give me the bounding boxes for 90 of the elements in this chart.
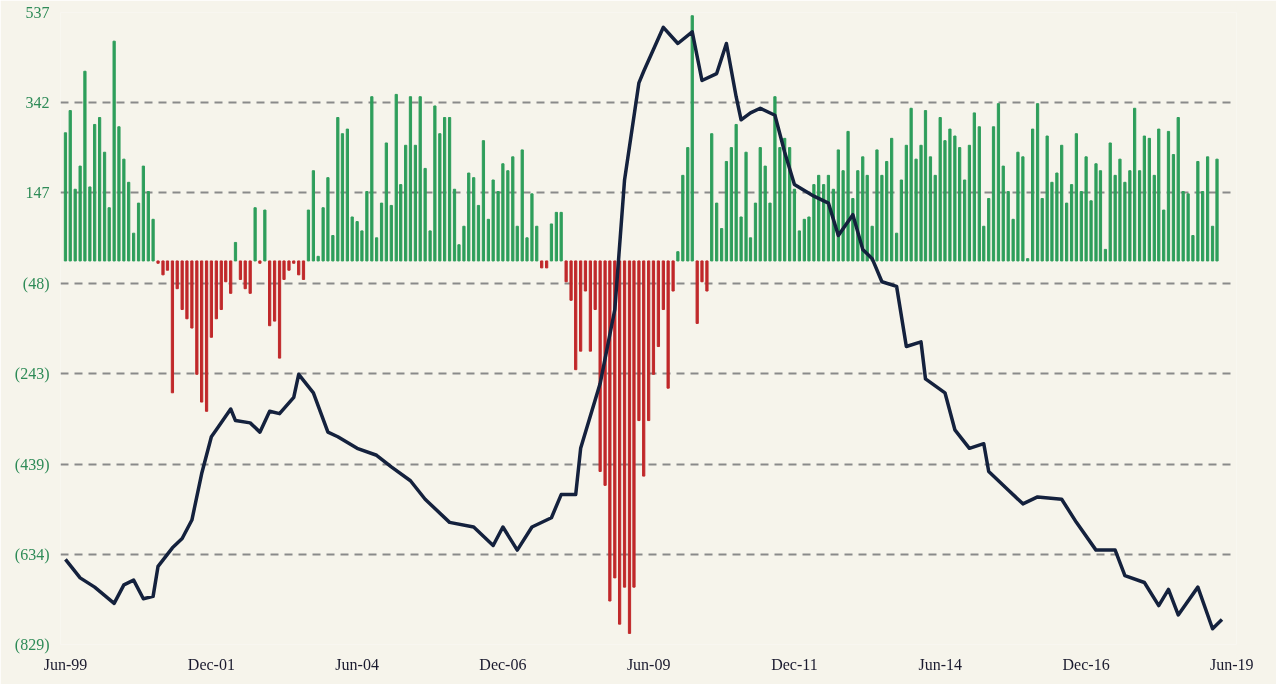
bar	[928, 156, 933, 262]
bar	[263, 209, 267, 262]
bar	[404, 144, 408, 262]
bar	[720, 228, 724, 262]
bar	[899, 179, 904, 262]
bar	[233, 241, 238, 262]
bar	[136, 202, 141, 262]
bar	[559, 211, 563, 262]
bar	[690, 15, 694, 262]
bar	[617, 260, 622, 625]
bar	[1142, 135, 1146, 262]
bar	[1205, 156, 1210, 262]
bar	[452, 188, 457, 262]
bar	[962, 179, 967, 262]
bar	[258, 260, 262, 264]
bar	[622, 260, 627, 588]
x-tick-label: Jun-04	[335, 655, 379, 673]
y-tick-label: (243)	[14, 364, 50, 383]
bar	[472, 177, 476, 262]
bar	[923, 110, 928, 262]
line-series	[63, 25, 1224, 631]
bar	[651, 260, 656, 375]
y-tick-label: 537	[25, 4, 50, 21]
bar	[549, 223, 554, 262]
bar	[447, 117, 452, 262]
y-tick-label: (634)	[14, 545, 50, 564]
x-tick-label: Dec-16	[1062, 655, 1110, 673]
bar	[1147, 137, 1151, 262]
bar	[141, 165, 145, 262]
bar	[301, 260, 306, 280]
x-tick-label: Jun-14	[918, 655, 962, 673]
bar	[579, 260, 583, 352]
bar	[710, 133, 714, 262]
bar	[268, 260, 272, 327]
bar	[797, 230, 801, 262]
bar	[476, 204, 481, 262]
bar	[792, 188, 797, 262]
bar	[972, 112, 976, 262]
bar	[306, 209, 311, 262]
bar	[1074, 133, 1078, 262]
bar	[583, 260, 588, 292]
bar	[890, 137, 894, 262]
bar	[1069, 184, 1074, 262]
bar	[1157, 128, 1161, 262]
bar	[345, 128, 350, 262]
x-tick-label: Dec-06	[479, 655, 527, 673]
bar	[647, 260, 651, 422]
x-tick-label: Jun-19	[1209, 655, 1254, 673]
x-tick-label: Jun-99	[43, 655, 88, 673]
bar	[481, 140, 486, 262]
bar	[1137, 170, 1142, 262]
bar	[627, 260, 632, 634]
bar	[379, 202, 384, 262]
bar	[540, 260, 544, 269]
bar	[991, 126, 996, 262]
bar	[311, 170, 316, 262]
x-tick-label: Jun-09	[626, 655, 671, 673]
bar	[1065, 202, 1069, 262]
bar	[996, 103, 1001, 262]
bar	[277, 260, 282, 359]
y-tick-label: (48)	[22, 274, 50, 293]
y-tick-label: (439)	[14, 455, 50, 474]
x-tick-label: Dec-01	[187, 655, 235, 673]
y-tick-label: (829)	[14, 636, 50, 654]
bar	[253, 207, 257, 262]
bar	[1166, 130, 1171, 262]
bar	[724, 160, 729, 262]
bar	[1215, 158, 1219, 262]
bar	[132, 232, 136, 262]
bar	[1031, 128, 1035, 262]
bar	[394, 93, 398, 262]
y-tick-label: 342	[25, 94, 50, 112]
bar	[894, 232, 899, 262]
bar	[272, 260, 277, 322]
bar	[102, 151, 107, 262]
bar	[1035, 103, 1040, 262]
bar	[384, 142, 388, 262]
bar	[209, 260, 213, 338]
bar	[214, 260, 218, 320]
y-tick-label: 147	[25, 184, 50, 202]
bar	[170, 260, 175, 394]
bar	[656, 260, 661, 348]
bar	[715, 202, 719, 262]
bar	[967, 144, 972, 262]
bar	[98, 117, 102, 262]
bar	[165, 260, 170, 271]
x-tick-label: Dec-11	[771, 655, 818, 673]
bar	[545, 260, 549, 269]
bar	[408, 96, 413, 262]
bar	[204, 260, 209, 412]
